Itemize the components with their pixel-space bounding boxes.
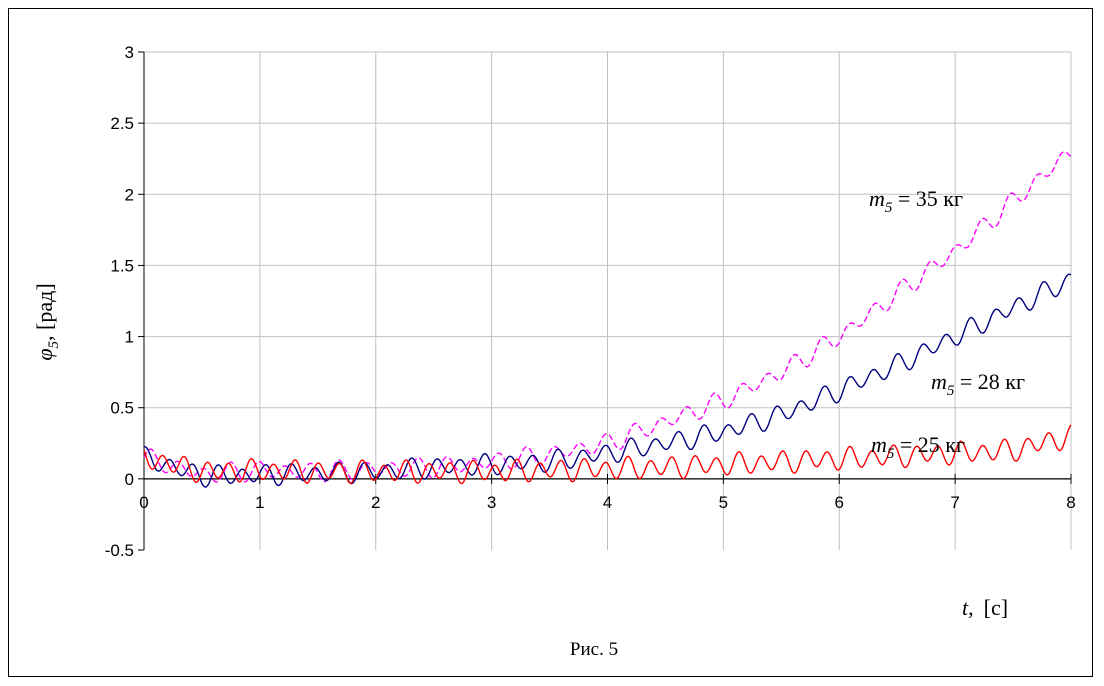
series-line-3 [143,424,1072,485]
y-axis-label: φ5, [рад] [32,283,62,360]
y-axis-label-unit: , [рад] [32,283,57,341]
x-axis-label-var: t, [962,595,974,620]
y-axis-label-sub: 5 [46,340,62,348]
y-tick-label: 2 [125,185,134,204]
y-tick-label: 0 [125,470,134,489]
y-tick-label: 3 [125,43,134,62]
y-tick-label: 1.5 [110,256,134,275]
x-tick-label: 7 [950,493,959,512]
x-axis-label-unit: [с] [984,595,1008,620]
y-tick-label: 1 [125,328,134,347]
x-tick-label: 1 [255,493,264,512]
series-annotation: m5 = 25 кг [871,432,965,462]
x-tick-label: 6 [835,493,844,512]
x-tick-labels: 0 1 2 3 4 5 6 7 8 [139,493,1075,512]
series-line-1 [143,151,1072,483]
y-tick-label: -0.5 [105,541,134,560]
y-axis-label-var: φ [32,348,57,360]
y-tick-label: 0.5 [110,399,134,418]
series-annotation: m5 = 28 кг [931,369,1025,399]
x-tick-label: 5 [719,493,728,512]
x-tick-label: 2 [371,493,380,512]
axes [138,51,1072,551]
x-tick-label: 8 [1066,493,1075,512]
gridlines [144,51,1072,550]
x-tick-label: 3 [487,493,496,512]
series-lines [143,151,1072,488]
x-tick-label: 4 [603,493,612,512]
series-annotations: m5 = 35 кг m5 = 28 кг m5 = 25 кг [869,186,1025,462]
x-tick-label: 0 [139,493,148,512]
figure-caption: Рис. 5 [570,639,618,660]
series-annotation: m5 = 35 кг [869,186,963,216]
series-line-2 [143,273,1072,488]
x-axis-label: t, [с] [962,595,1008,620]
y-tick-label: 2.5 [110,114,134,133]
y-tick-labels: -0.5 0 0.5 1 1.5 2 2.5 3 [105,43,134,560]
